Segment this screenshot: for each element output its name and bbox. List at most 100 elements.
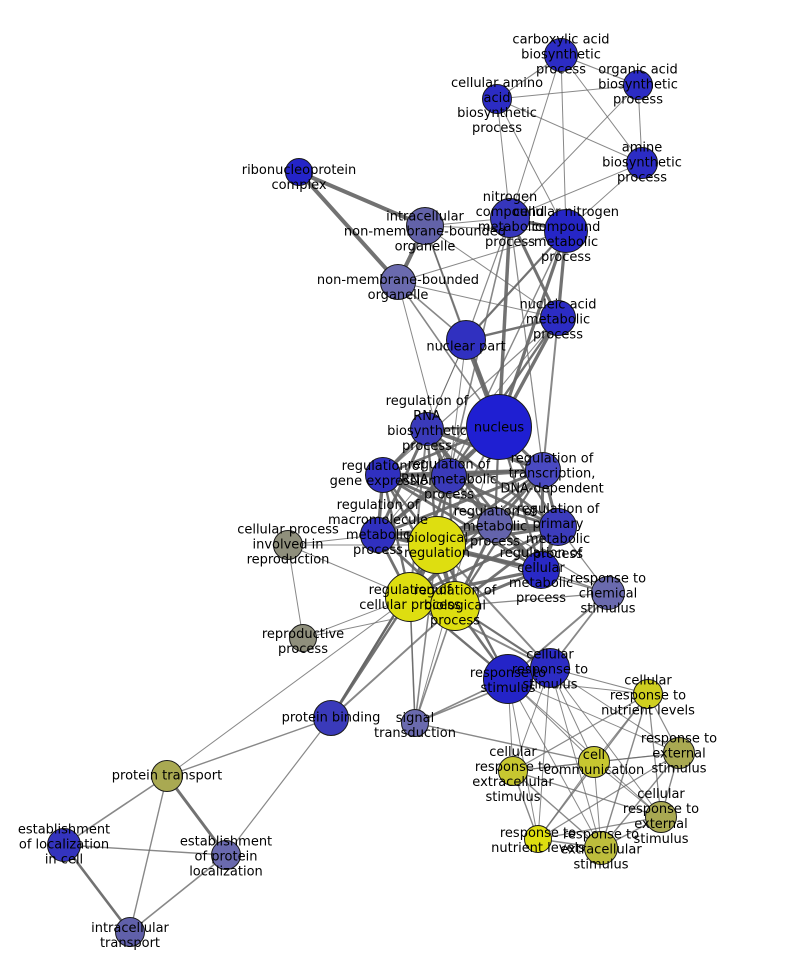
graph-node-intracellular_non_membrane_organelle[interactable]: [406, 207, 444, 245]
graph-edge: [507, 678, 680, 754]
graph-node-protein_binding[interactable]: [313, 700, 349, 736]
graph-edge: [537, 816, 662, 840]
graph-node-label-regulation_primary_metabolic: regulation of primary metabolic process: [516, 502, 600, 562]
graph-node-regulation_rna_biosynthetic[interactable]: [410, 412, 444, 446]
graph-node-response_to_extracellular_stimulus[interactable]: [584, 831, 618, 865]
graph-node-cellular_response_to_stimulus[interactable]: [530, 648, 570, 688]
graph-node-cellular_process_reproduction[interactable]: [273, 530, 303, 560]
graph-edge: [496, 98, 643, 164]
graph-node-regulation_primary_metabolic[interactable]: [539, 508, 577, 546]
graph-edge: [465, 230, 567, 341]
graph-node-label-cellular_process_reproduction: cellular process involved in reproductio…: [237, 522, 339, 568]
graph-node-non_membrane_organelle[interactable]: [380, 264, 416, 300]
graph-node-regulation_cellular_process[interactable]: [385, 572, 435, 622]
graph-node-cell_communication[interactable]: [578, 746, 610, 778]
graph-edge: [509, 162, 643, 219]
graph-node-response_to_external_stimulus[interactable]: [663, 737, 695, 769]
graph-node-label-response_to_stimulus: response to stimulus: [469, 666, 547, 696]
graph-edge: [397, 281, 559, 319]
graph-edge: [600, 752, 680, 849]
graph-node-regulation_metabolic_process[interactable]: [477, 507, 513, 543]
graph-node-label-cell_communication: cell communication: [543, 748, 645, 778]
graph-node-organic_acid_bio[interactable]: [623, 70, 653, 100]
graph-node-cellular_response_external[interactable]: [645, 801, 677, 833]
graph-node-reproductive_process[interactable]: [289, 624, 317, 652]
graph-node-nucleic_acid_metabolic[interactable]: [540, 300, 576, 336]
graph-node-intracellular_transport[interactable]: [115, 917, 145, 947]
graph-edge: [424, 225, 559, 319]
graph-node-amine_bio[interactable]: [626, 147, 658, 179]
graph-node-response_to_stimulus[interactable]: [483, 654, 533, 704]
graph-edge: [509, 54, 562, 219]
graph-node-signal_transduction[interactable]: [401, 709, 429, 737]
graph-node-label-protein_binding: protein binding: [281, 710, 381, 726]
graph-node-regulation_cellular_metabolic[interactable]: [522, 551, 560, 589]
graph-edge: [382, 473, 559, 529]
graph-node-cellular_amino_acid_bio[interactable]: [482, 84, 512, 114]
graph-edge: [496, 84, 639, 100]
graph-node-label-regulation_macromolecule_metabolic: regulation of macromolecule metabolic pr…: [327, 498, 429, 558]
graph-edge: [414, 426, 500, 724]
graph-node-protein_transport[interactable]: [151, 760, 183, 792]
graph-edge: [542, 317, 559, 471]
graph-node-label-cellular_response_extracellular: cellular response to extracellular stimu…: [472, 745, 554, 805]
graph-node-label-regulation_metabolic_process: regulation of metabolic process: [453, 504, 537, 550]
graph-node-response_to_nutrient_levels[interactable]: [524, 825, 552, 853]
graph-edge: [165, 775, 228, 856]
graph-node-label-ribonucleoprotein_complex: ribonucleoprotein complex: [241, 163, 357, 193]
graph-edge: [509, 84, 639, 219]
graph-edge: [382, 473, 542, 572]
graph-node-regulation_rna_metabolic[interactable]: [431, 458, 467, 494]
graph-node-label-regulation_cellular_process: regulation of cellular process: [359, 583, 461, 613]
graph-node-label-response_to_chemical_stimulus: response to chemical stimulus: [569, 571, 647, 617]
graph-edge: [382, 473, 496, 527]
graph-node-regulation_macromolecule_metabolic[interactable]: [360, 517, 396, 553]
graph-node-label-non_membrane_organelle: non-membrane-bounded organelle: [316, 273, 480, 303]
graph-node-ribonucleoprotein_complex[interactable]: [285, 158, 313, 186]
graph-node-cellular_response_nutrient_levels[interactable]: [633, 679, 663, 709]
graph-node-biological_regulation[interactable]: [408, 516, 466, 574]
graph-node-regulation_transcription_dna[interactable]: [525, 452, 561, 488]
graph-edge: [409, 525, 559, 599]
graph-node-regulation_biological_process[interactable]: [430, 581, 480, 631]
graph-node-label-cellular_amino_acid_bio: cellular amino acid biosynthetic process: [450, 76, 544, 136]
graph-node-label-response_to_extracellular_stimulus: response to extracellular stimulus: [560, 827, 642, 873]
graph-edge: [426, 427, 559, 529]
graph-edge: [509, 217, 544, 471]
graph-node-establishment_of_protein_localization[interactable]: [211, 840, 241, 870]
graph-edge: [496, 98, 567, 232]
graph-edge: [330, 605, 456, 719]
graph-edge: [382, 317, 559, 476]
graph-node-label-intracellular_non_membrane_organelle: intracellular non-membrane-bounded organ…: [343, 209, 507, 255]
graph-edge: [287, 544, 304, 639]
graph-node-nucleus[interactable]: [466, 394, 532, 460]
graph-node-label-nitrogen_compound_metabolic: nitrogen compound metabolic process: [475, 190, 545, 250]
graph-node-cellular_response_extracellular[interactable]: [498, 756, 528, 786]
graph-edge: [448, 339, 467, 477]
graph-node-cellular_nitrogen_compound_metabolic[interactable]: [544, 209, 588, 253]
graph-edge: [507, 678, 602, 849]
graph-node-label-regulation_rna_biosynthetic: regulation of RNA biosynthetic process: [385, 394, 469, 454]
graph-node-nitrogen_compound_metabolic[interactable]: [490, 198, 530, 238]
graph-node-label-regulation_rna_metabolic: regulation of RNA metabolic process: [400, 457, 498, 503]
graph-node-label-response_to_nutrient_levels: response to nutrient levels: [491, 826, 585, 856]
graph-edge: [297, 170, 400, 284]
graph-node-label-regulation_transcription_dna: regulation of transcription, DNA-depende…: [500, 451, 604, 497]
graph-node-regulation_gene_expression[interactable]: [365, 457, 401, 493]
graph-edge: [497, 230, 568, 428]
graph-node-nuclear_part[interactable]: [446, 320, 486, 360]
graph-edge: [512, 770, 662, 818]
graph-edge: [512, 693, 649, 772]
graph-edge: [549, 667, 680, 754]
graph-node-label-establishment_of_protein_localization: establishment of protein localization: [179, 834, 273, 880]
graph-edge: [600, 693, 649, 849]
graph-edge: [454, 592, 609, 607]
graph-node-response_to_chemical_stimulus[interactable]: [591, 576, 625, 610]
graph-node-label-cellular_nitrogen_compound_metabolic: cellular nitrogen compound metabolic pro…: [512, 205, 620, 265]
graph-node-label-establishment_of_localization_in_cell: establishment of localization in cell: [17, 822, 111, 868]
graph-node-carboxylic_acid_bio[interactable]: [544, 38, 578, 72]
graph-edge: [166, 717, 332, 777]
graph-node-label-regulation_gene_expression: regulation of gene expression: [329, 459, 437, 489]
graph-edge: [497, 217, 512, 428]
graph-node-establishment_of_localization_in_cell[interactable]: [47, 828, 81, 862]
